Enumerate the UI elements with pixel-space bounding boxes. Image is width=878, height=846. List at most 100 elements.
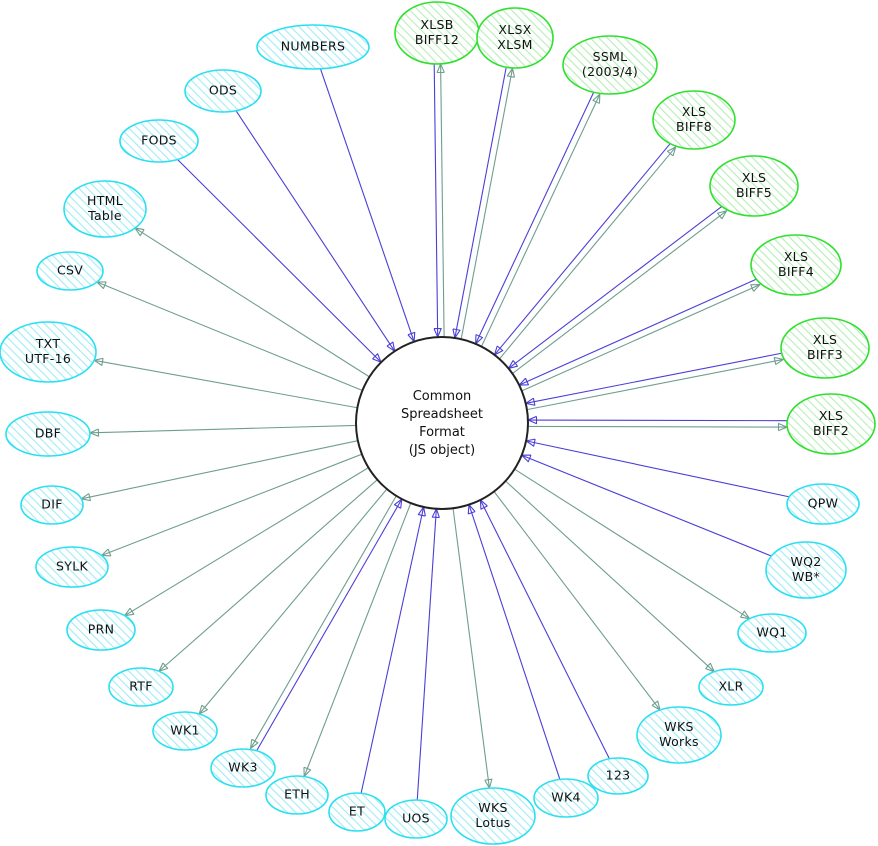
format-node-xlr[interactable]: XLR: [698, 668, 764, 706]
node-label-123: 123: [606, 768, 631, 783]
edge-prn-out: [124, 467, 369, 617]
node-shape-eth: [265, 775, 329, 815]
node-shape-rtf: [108, 667, 174, 707]
edge-dbf-out: [89, 424, 357, 437]
edge-wk4-in: [467, 504, 561, 780]
node-shape-txt: [0, 321, 97, 383]
node-shape-xlsx: [476, 7, 554, 69]
format-node-wk1[interactable]: WK1: [152, 711, 218, 751]
node-label-rtf: RTF: [129, 679, 153, 694]
format-node-dbf[interactable]: DBF: [5, 411, 91, 457]
edge-wk3-in: [255, 498, 403, 752]
format-node-csv[interactable]: CSV: [36, 251, 104, 291]
format-node-wk3[interactable]: WK3: [210, 748, 276, 788]
format-node-wq1[interactable]: WQ1: [737, 613, 807, 653]
node-label-xlsb: BIFF12: [415, 32, 459, 47]
node-label-xlsx: XLSX: [498, 22, 531, 37]
edge-ssml-out: [480, 93, 601, 347]
format-node-sylk[interactable]: SYLK: [35, 546, 109, 588]
edge-xls-biff2-in: [527, 415, 788, 425]
node-shape-xls-biff5: [709, 155, 799, 217]
node-shape-123: [587, 757, 649, 795]
node-shape-wks-lotus: [450, 787, 536, 845]
format-node-et[interactable]: ET: [328, 792, 386, 832]
node-label-xls-biff8: BIFF8: [676, 119, 712, 134]
format-node-dif[interactable]: DIF: [20, 485, 84, 525]
edge-wks-works-out: [493, 491, 661, 711]
format-node-ssml[interactable]: SSML(2003/4): [562, 35, 658, 95]
format-node-fods[interactable]: FODS: [119, 119, 199, 163]
node-label-xls-biff2: BIFF2: [813, 423, 849, 438]
center-node-label: Spreadsheet: [401, 407, 483, 422]
edge-xlr-out: [505, 480, 715, 673]
node-label-dif: DIF: [41, 497, 62, 512]
node-label-et: ET: [349, 804, 365, 819]
edge-wk3-out: [250, 495, 397, 749]
format-node-123[interactable]: 123: [587, 757, 649, 795]
node-shape-uos: [384, 799, 448, 839]
node-shape-qpw: [786, 483, 860, 525]
format-node-ods[interactable]: ODS: [184, 69, 262, 113]
edge-qpw-in: [525, 438, 790, 498]
edge-html-out: [134, 227, 370, 378]
edge-sylk-out: [100, 453, 363, 557]
node-label-sylk: SYLK: [56, 559, 88, 574]
edge-wk1-out: [198, 488, 388, 715]
edge-rtf-out: [158, 479, 378, 672]
node-shape-csv: [36, 251, 104, 291]
node-shape-numbers: [256, 24, 370, 70]
edge-xls-biff4-in: [518, 278, 758, 386]
node-label-xlsx: XLSM: [497, 37, 532, 52]
node-label-ssml: (2003/4): [582, 64, 638, 79]
node-shape-xls-biff8: [652, 90, 736, 150]
node-label-csv: CSV: [57, 263, 83, 278]
edge-wq1-out: [514, 468, 751, 620]
edge-et-in: [360, 506, 426, 794]
edge-numbers-in: [319, 68, 416, 343]
node-shape-dbf: [5, 411, 91, 457]
edge-ssml-in: [475, 91, 595, 345]
node-label-wq1: WQ1: [756, 625, 787, 640]
format-node-qpw[interactable]: QPW: [786, 483, 860, 525]
node-shape-ssml: [562, 35, 658, 95]
node-label-uos: UOS: [402, 811, 430, 826]
edge-ods-in: [235, 110, 396, 352]
node-label-eth: ETH: [284, 787, 310, 802]
edge-csv-out: [96, 281, 363, 391]
node-shape-fods: [119, 119, 199, 163]
format-node-uos[interactable]: UOS: [384, 799, 448, 839]
node-shape-ods: [184, 69, 262, 113]
center-node-label: Format: [419, 425, 465, 440]
edge-wks-lotus-out: [452, 508, 493, 789]
edge-uos-in: [416, 508, 440, 801]
node-shape-wq2: [765, 541, 847, 599]
format-node-eth[interactable]: ETH: [265, 775, 329, 815]
format-node-prn[interactable]: PRN: [66, 609, 136, 651]
node-label-xls-biff4: XLS: [784, 249, 808, 264]
edge-layer: [80, 63, 790, 801]
format-node-rtf[interactable]: RTF: [108, 667, 174, 707]
node-shape-wk1: [152, 711, 218, 751]
format-node-numbers[interactable]: NUMBERS: [256, 24, 370, 70]
center-node-csf[interactable]: Common Spreadsheet Format (JS object): [355, 336, 529, 510]
node-label-xls-biff4: BIFF4: [778, 264, 814, 279]
node-label-wq2: WB*: [792, 569, 820, 584]
center-node-label: (JS object): [409, 443, 475, 458]
node-label-html: HTML: [87, 193, 123, 208]
format-node-wk4[interactable]: WK4: [533, 778, 599, 818]
node-label-wk4: WK4: [551, 790, 580, 805]
node-label-txt: TXT: [35, 336, 61, 351]
